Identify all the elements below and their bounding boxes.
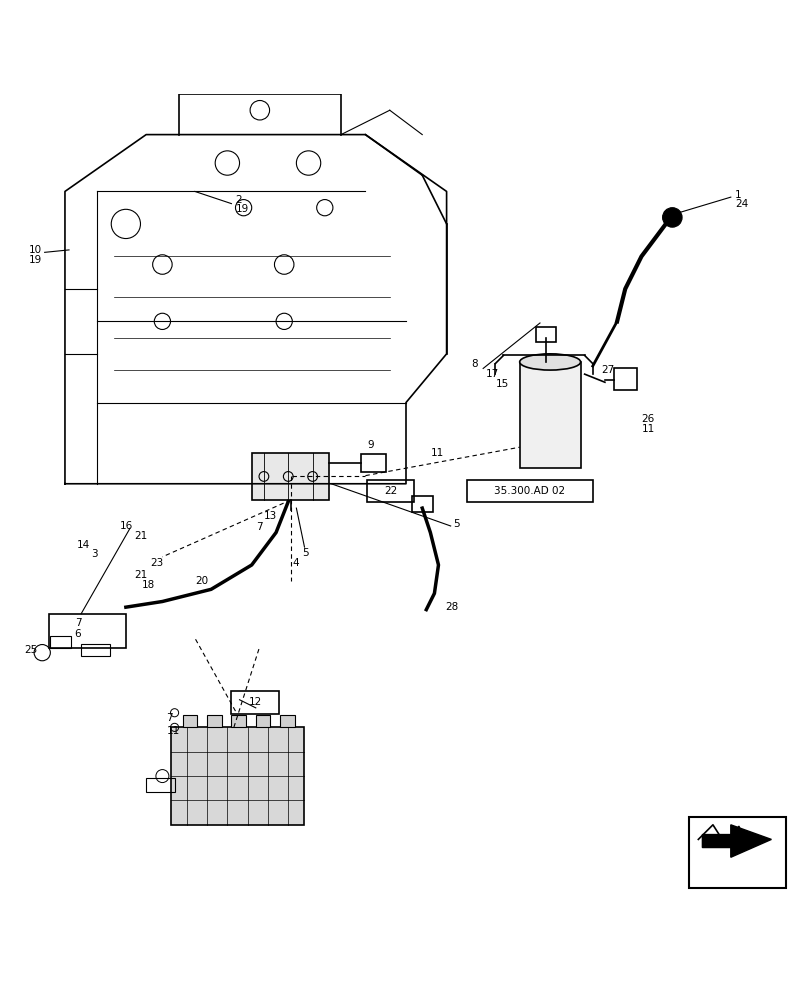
Text: 35.300.AD 02: 35.300.AD 02: [494, 486, 564, 496]
Text: 8: 8: [470, 359, 477, 369]
Bar: [170, 727, 304, 825]
Bar: [519, 362, 580, 468]
Bar: [50, 636, 71, 648]
Polygon shape: [702, 825, 770, 857]
Text: 12: 12: [248, 697, 261, 707]
Text: 24: 24: [734, 199, 747, 209]
Text: 15: 15: [495, 379, 508, 389]
Text: 28: 28: [444, 602, 457, 612]
Text: 17: 17: [485, 369, 498, 379]
Text: 11: 11: [430, 448, 443, 458]
Text: 21: 21: [134, 570, 147, 580]
Bar: [146, 778, 174, 792]
Text: 7: 7: [166, 713, 173, 723]
Text: 14: 14: [77, 540, 90, 550]
Bar: [207, 715, 221, 727]
Bar: [231, 691, 278, 714]
Text: 19: 19: [235, 204, 248, 214]
Text: 25: 25: [24, 645, 37, 655]
Text: 6: 6: [75, 629, 81, 639]
Bar: [280, 715, 294, 727]
Bar: [466, 480, 592, 502]
Text: 7: 7: [255, 522, 262, 532]
Text: 5: 5: [302, 548, 308, 558]
Bar: [613, 368, 636, 390]
Bar: [81, 644, 109, 656]
Text: 11: 11: [166, 726, 179, 736]
Text: 3: 3: [91, 549, 97, 559]
Text: 4: 4: [292, 558, 298, 568]
Bar: [182, 715, 197, 727]
Text: 21: 21: [134, 531, 147, 541]
Bar: [412, 496, 432, 512]
Text: 5: 5: [453, 519, 459, 529]
Bar: [535, 327, 556, 342]
Bar: [251, 453, 328, 500]
Text: 23: 23: [150, 558, 163, 568]
Text: 13: 13: [264, 511, 277, 521]
Bar: [49, 614, 126, 648]
Bar: [367, 480, 414, 502]
Text: 18: 18: [142, 580, 155, 590]
Text: 10: 10: [28, 245, 41, 255]
Ellipse shape: [519, 354, 580, 370]
Text: 9: 9: [367, 440, 373, 450]
Bar: [361, 454, 385, 472]
Text: 27: 27: [600, 365, 613, 375]
Text: 26: 26: [641, 414, 654, 424]
Text: 7: 7: [75, 618, 81, 628]
Text: 2: 2: [235, 195, 242, 205]
Bar: [255, 715, 270, 727]
Bar: [231, 715, 246, 727]
Text: 16: 16: [120, 521, 133, 531]
Circle shape: [662, 208, 681, 227]
Text: 22: 22: [384, 486, 397, 496]
Text: 11: 11: [641, 424, 654, 434]
Bar: [688, 817, 785, 888]
Text: 1: 1: [734, 190, 740, 200]
Text: 19: 19: [28, 255, 41, 265]
Text: 20: 20: [195, 576, 208, 586]
